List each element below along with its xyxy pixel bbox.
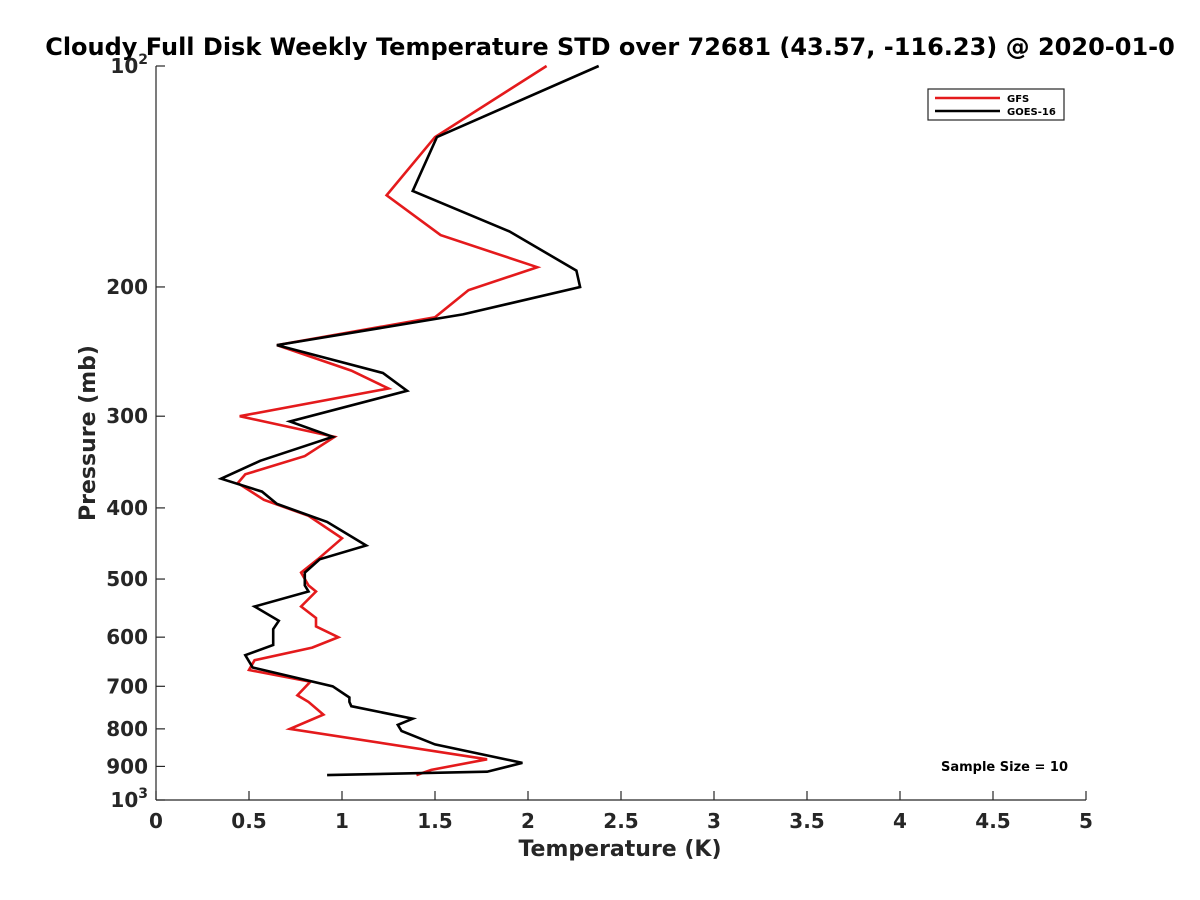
sample-size-annotation: Sample Size = 10	[941, 760, 1068, 775]
y-tick-label: 300	[106, 404, 148, 428]
x-tick-label: 4.5	[975, 809, 1010, 833]
x-tick-label: 3.5	[789, 809, 824, 833]
x-tick-label: 3	[707, 809, 721, 833]
x-tick-label: 4	[893, 809, 907, 833]
y-tick-label: 500	[106, 567, 148, 591]
x-tick-label: 1.5	[417, 809, 452, 833]
series-layer	[217, 64, 600, 777]
y-tick-label: 600	[106, 625, 148, 649]
y-tick-label: 400	[106, 496, 148, 520]
chart-title: Cloudy Full Disk Weekly Temperature STD …	[45, 33, 1175, 61]
series-line-gfs	[235, 64, 548, 777]
legend: GFS GOES-16	[927, 88, 1065, 121]
x-tick-label: 5	[1079, 809, 1093, 833]
legend-box	[927, 88, 1065, 121]
y-tick-label: 200	[106, 275, 148, 299]
y-tick-label: 103	[110, 786, 148, 812]
x-tick-label: 0.5	[231, 809, 266, 833]
legend-entry: GOES-16	[1007, 107, 1056, 118]
x-tick-label: 2.5	[603, 809, 638, 833]
y-tick-label: 900	[106, 754, 148, 778]
series-line-goes-16	[217, 64, 600, 777]
axes: 0 0.5 1 1.5 2 2.5 3 3.5 4 4.5 5 102 200 300 400 500 600 7…	[106, 52, 1093, 833]
y-tick-label: 800	[106, 717, 148, 741]
legend-entry: GFS	[1007, 94, 1029, 105]
y-tick-label: 102	[110, 52, 148, 78]
y-tick-label: 700	[106, 674, 148, 698]
x-tick-label: 2	[521, 809, 535, 833]
x-tick-label: 0	[149, 809, 163, 833]
x-tick-label: 1	[335, 809, 349, 833]
y-axis-label: Pressure (mb)	[76, 345, 101, 521]
x-axis-label: Temperature (K)	[518, 837, 721, 862]
